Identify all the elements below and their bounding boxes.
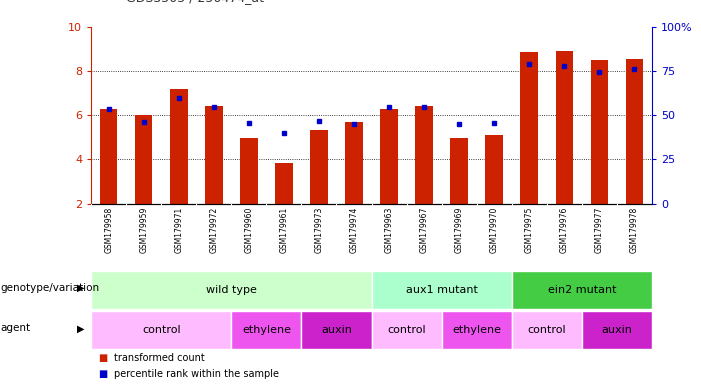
Bar <box>231 311 301 349</box>
Bar <box>372 311 442 349</box>
Text: wild type: wild type <box>206 285 257 295</box>
Text: GSM179978: GSM179978 <box>630 207 639 253</box>
Text: ethylene: ethylene <box>242 325 291 335</box>
Text: auxin: auxin <box>321 325 352 335</box>
Text: percentile rank within the sample: percentile rank within the sample <box>114 369 278 379</box>
Text: GSM179972: GSM179972 <box>210 207 218 253</box>
Text: ethylene: ethylene <box>452 325 501 335</box>
Text: agent: agent <box>1 323 31 333</box>
Bar <box>381 109 398 204</box>
Bar <box>91 271 372 309</box>
Text: GSM179973: GSM179973 <box>315 207 323 253</box>
Bar <box>451 138 468 204</box>
Bar <box>135 115 153 204</box>
Bar <box>240 138 258 204</box>
Bar <box>100 109 118 204</box>
Text: control: control <box>387 325 426 335</box>
Text: GSM179961: GSM179961 <box>280 207 288 253</box>
Bar <box>591 60 608 204</box>
Text: GDS3505 / 250474_at: GDS3505 / 250474_at <box>126 0 264 4</box>
Bar <box>205 106 223 204</box>
Bar <box>521 52 538 204</box>
Bar <box>582 311 652 349</box>
Text: ▶: ▶ <box>76 323 84 333</box>
Bar <box>626 59 644 204</box>
Text: GSM179960: GSM179960 <box>245 207 253 253</box>
Text: GSM179974: GSM179974 <box>350 207 358 253</box>
Text: transformed count: transformed count <box>114 353 204 362</box>
Bar <box>275 163 293 204</box>
Bar <box>301 311 372 349</box>
Bar <box>170 89 188 204</box>
Text: GSM179969: GSM179969 <box>455 207 463 253</box>
Text: GSM179967: GSM179967 <box>420 207 428 253</box>
Text: GSM179971: GSM179971 <box>175 207 183 253</box>
Bar <box>346 122 363 204</box>
Text: GSM179977: GSM179977 <box>595 207 604 253</box>
Bar <box>442 311 512 349</box>
Text: control: control <box>527 325 566 335</box>
Text: ■: ■ <box>98 369 107 379</box>
Bar <box>512 311 582 349</box>
Bar <box>372 271 512 309</box>
Text: ■: ■ <box>98 353 107 362</box>
Bar <box>416 106 433 204</box>
Text: genotype/variation: genotype/variation <box>1 283 100 293</box>
Text: ▶: ▶ <box>76 283 84 293</box>
Text: ein2 mutant: ein2 mutant <box>547 285 616 295</box>
Text: auxin: auxin <box>601 325 632 335</box>
Bar <box>512 271 652 309</box>
Text: GSM179975: GSM179975 <box>525 207 533 253</box>
Bar <box>486 135 503 204</box>
Text: GSM179976: GSM179976 <box>560 207 569 253</box>
Text: control: control <box>142 325 181 335</box>
Text: GSM179970: GSM179970 <box>490 207 498 253</box>
Text: aux1 mutant: aux1 mutant <box>406 285 477 295</box>
Bar <box>311 129 328 204</box>
Bar <box>91 311 231 349</box>
Bar <box>556 51 573 204</box>
Text: GSM179959: GSM179959 <box>139 207 148 253</box>
Text: GSM179958: GSM179958 <box>104 207 113 253</box>
Text: GSM179963: GSM179963 <box>385 207 393 253</box>
